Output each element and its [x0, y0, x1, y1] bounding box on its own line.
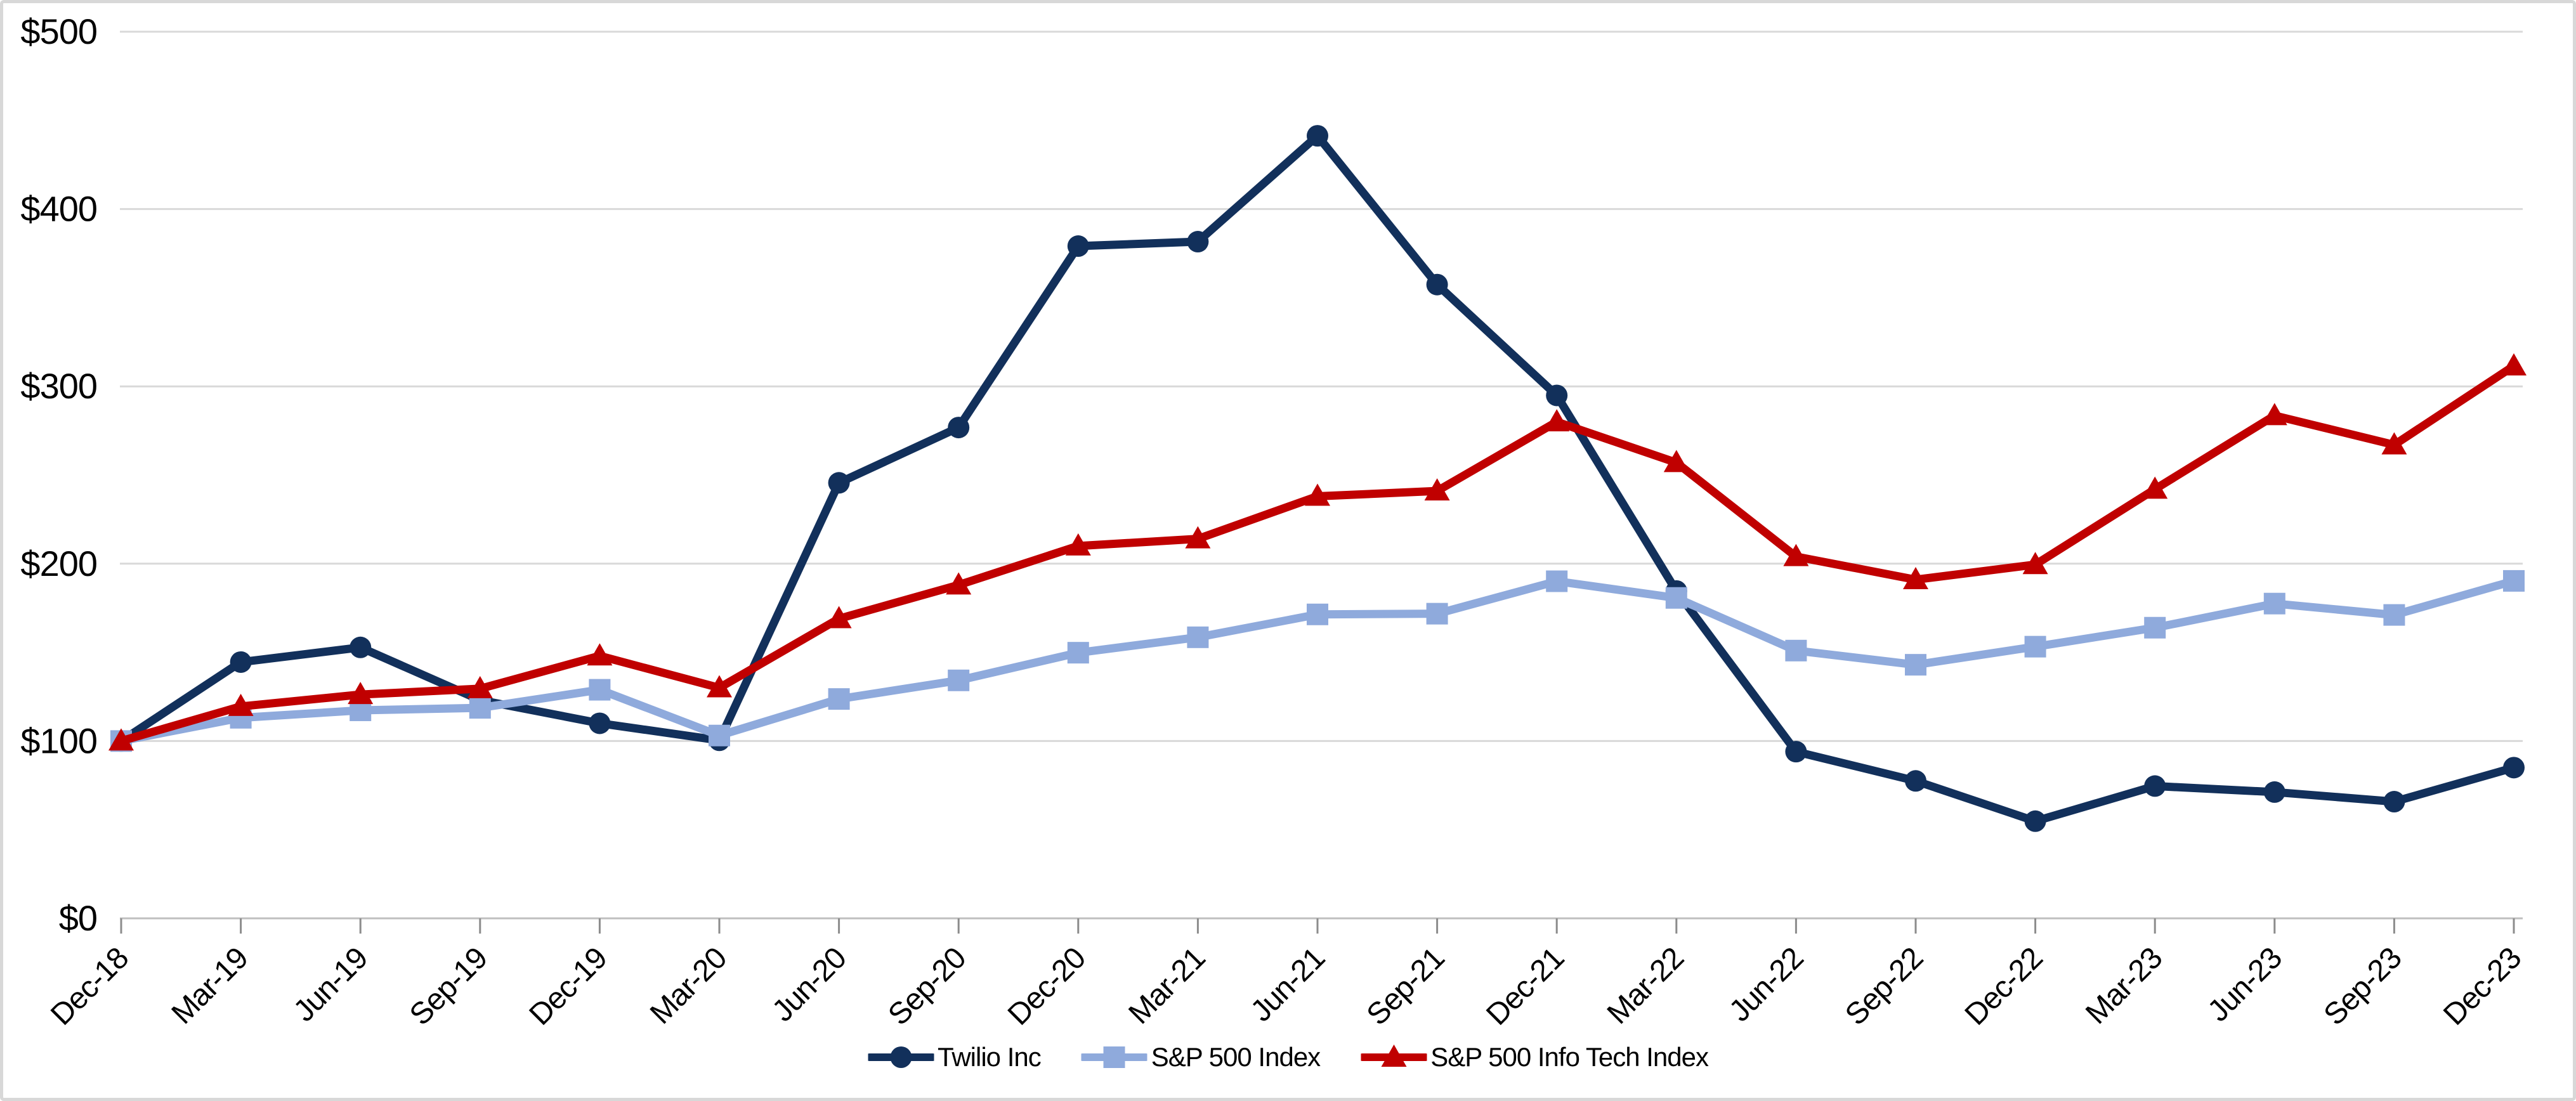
- x-tick-label: Jun-22: [1723, 941, 1810, 1028]
- sp500-line-marker: [1067, 642, 1089, 664]
- twilio-line-marker: [350, 636, 372, 658]
- x-tick-label: Jun-20: [766, 941, 853, 1028]
- x-tick-label: Dec-21: [1480, 941, 1571, 1032]
- legend-item-sp500-infotech: S&P 500 Info Tech Index: [1361, 1042, 1709, 1072]
- twilio-line-marker: [1546, 384, 1568, 407]
- x-tick-label: Dec-20: [1002, 941, 1092, 1032]
- sp500-line-marker: [589, 679, 611, 701]
- sp500-infotech-line-marker: [587, 643, 613, 666]
- twilio-line-marker: [589, 712, 611, 734]
- sp500-line-marker: [469, 697, 491, 719]
- sp500-infotech-line-marker: [228, 693, 254, 716]
- twilio-line-marker: [2503, 757, 2525, 779]
- triangle-legend-marker-icon: [1361, 1045, 1427, 1067]
- sp500-infotech-line-marker: [467, 675, 493, 698]
- twilio-line-marker: [2263, 781, 2285, 803]
- sp500-infotech-line-marker: [1783, 544, 1809, 566]
- sp500-line-marker: [1426, 603, 1448, 625]
- x-tick-label: Sep-19: [403, 941, 494, 1032]
- twilio-line-marker: [1905, 770, 1926, 792]
- sp500-line-marker: [2144, 616, 2166, 639]
- sp500-infotech-line-marker: [1305, 483, 1330, 506]
- square-legend-marker-icon: [1081, 1046, 1147, 1068]
- sp500-line-marker: [2024, 635, 2046, 658]
- y-tick-label: $200: [20, 544, 97, 583]
- sp500-line-marker: [1665, 587, 1687, 609]
- legend-label: Twilio Inc: [938, 1042, 1042, 1072]
- twilio-line-marker: [230, 651, 252, 673]
- sp500-infotech-line-marker: [2022, 552, 2048, 575]
- y-tick-label: $0: [59, 898, 97, 938]
- x-tick-label: Sep-20: [882, 941, 972, 1032]
- y-tick-label: $500: [20, 11, 97, 51]
- twilio-line-marker: [1067, 235, 1089, 257]
- sp500-line-marker: [828, 688, 850, 710]
- twilio-line-marker: [1307, 125, 1328, 147]
- x-tick-label: Mar-19: [166, 941, 255, 1031]
- legend-item-sp500: S&P 500 Index: [1081, 1042, 1321, 1072]
- sp500-infotech-line-marker: [2501, 353, 2527, 376]
- sp500-line-marker: [1905, 654, 1926, 676]
- twilio-line-marker: [828, 472, 850, 494]
- x-tick-label: Mar-23: [2079, 941, 2169, 1031]
- sp500-infotech-line-marker: [1185, 526, 1211, 549]
- sp500-line-marker: [1546, 570, 1568, 592]
- twilio-line-marker: [2024, 810, 2046, 832]
- x-tick-label: Mar-22: [1601, 941, 1690, 1031]
- sp500-line-marker: [2263, 592, 2285, 615]
- x-tick-label: Sep-23: [2317, 941, 2408, 1032]
- plot-area: $0 $100 $200 $300 $400 $500 Dec-18 Mar-19 Jun-19…: [20, 11, 2528, 1032]
- sp500-line-marker: [948, 669, 970, 691]
- sp500-line-marker: [709, 724, 730, 746]
- y-tick-label: $300: [20, 366, 97, 406]
- sp500-infotech-line-marker: [946, 572, 972, 595]
- sp500-line-marker: [1785, 639, 1807, 661]
- x-tick-label: Jun-19: [287, 941, 374, 1028]
- sp500-infotech-line-marker: [1424, 478, 1450, 501]
- sp500-infotech-line-marker: [1903, 566, 1928, 589]
- sp500-infotech-line-marker: [2381, 432, 2407, 455]
- legend-label: S&P 500 Info Tech Index: [1430, 1042, 1709, 1072]
- x-tick-label: Sep-21: [1361, 941, 1451, 1032]
- x-tick-label: Dec-23: [2437, 941, 2528, 1032]
- sp500-infotech-line-marker: [1065, 533, 1091, 556]
- sp500-infotech-line-marker: [2261, 403, 2287, 426]
- x-tick-label: Dec-19: [523, 941, 614, 1032]
- x-tick-label: Jun-23: [2202, 941, 2289, 1028]
- sp500-infotech-line-marker: [1663, 450, 1689, 472]
- x-tick-label: Dec-22: [1959, 941, 2050, 1032]
- sp500-line-marker: [1187, 626, 1209, 648]
- legend: Twilio Inc S&P 500 Index S&P 500 Info Tech…: [868, 1042, 1709, 1072]
- y-tick-label: $100: [20, 720, 97, 760]
- legend-label: S&P 500 Index: [1151, 1042, 1321, 1072]
- sp500-infotech-line-marker: [108, 728, 134, 751]
- sp500-line-marker: [2383, 604, 2405, 626]
- twilio-line-marker: [948, 417, 970, 439]
- x-tick-label: Jun-21: [1245, 941, 1331, 1028]
- sp500-infotech-line-marker: [826, 606, 852, 629]
- twilio-line-marker: [1187, 231, 1209, 253]
- twilio-line-marker: [2383, 791, 2405, 813]
- sp500-line-marker: [2503, 570, 2525, 592]
- sp500-infotech-line-marker: [1544, 409, 1570, 432]
- x-tick-label: Mar-21: [1122, 941, 1212, 1031]
- sp500-infotech-line-marker: [348, 682, 374, 705]
- y-tick-label: $400: [20, 189, 97, 229]
- twilio-line-marker: [2144, 775, 2166, 797]
- circle-legend-marker-icon: [868, 1046, 934, 1068]
- sp500-infotech-line-marker: [2142, 476, 2168, 499]
- x-tick-label: Dec-18: [44, 941, 135, 1032]
- twilio-line-marker: [1426, 273, 1448, 296]
- x-tick-label: Mar-20: [644, 941, 733, 1031]
- x-tick-label: Sep-22: [1839, 941, 1930, 1032]
- sp500-line-marker: [1307, 603, 1328, 625]
- legend-item-twilio: Twilio Inc: [868, 1042, 1042, 1072]
- sp500-infotech-line-marker: [707, 675, 732, 698]
- twilio-line-marker: [1785, 741, 1807, 763]
